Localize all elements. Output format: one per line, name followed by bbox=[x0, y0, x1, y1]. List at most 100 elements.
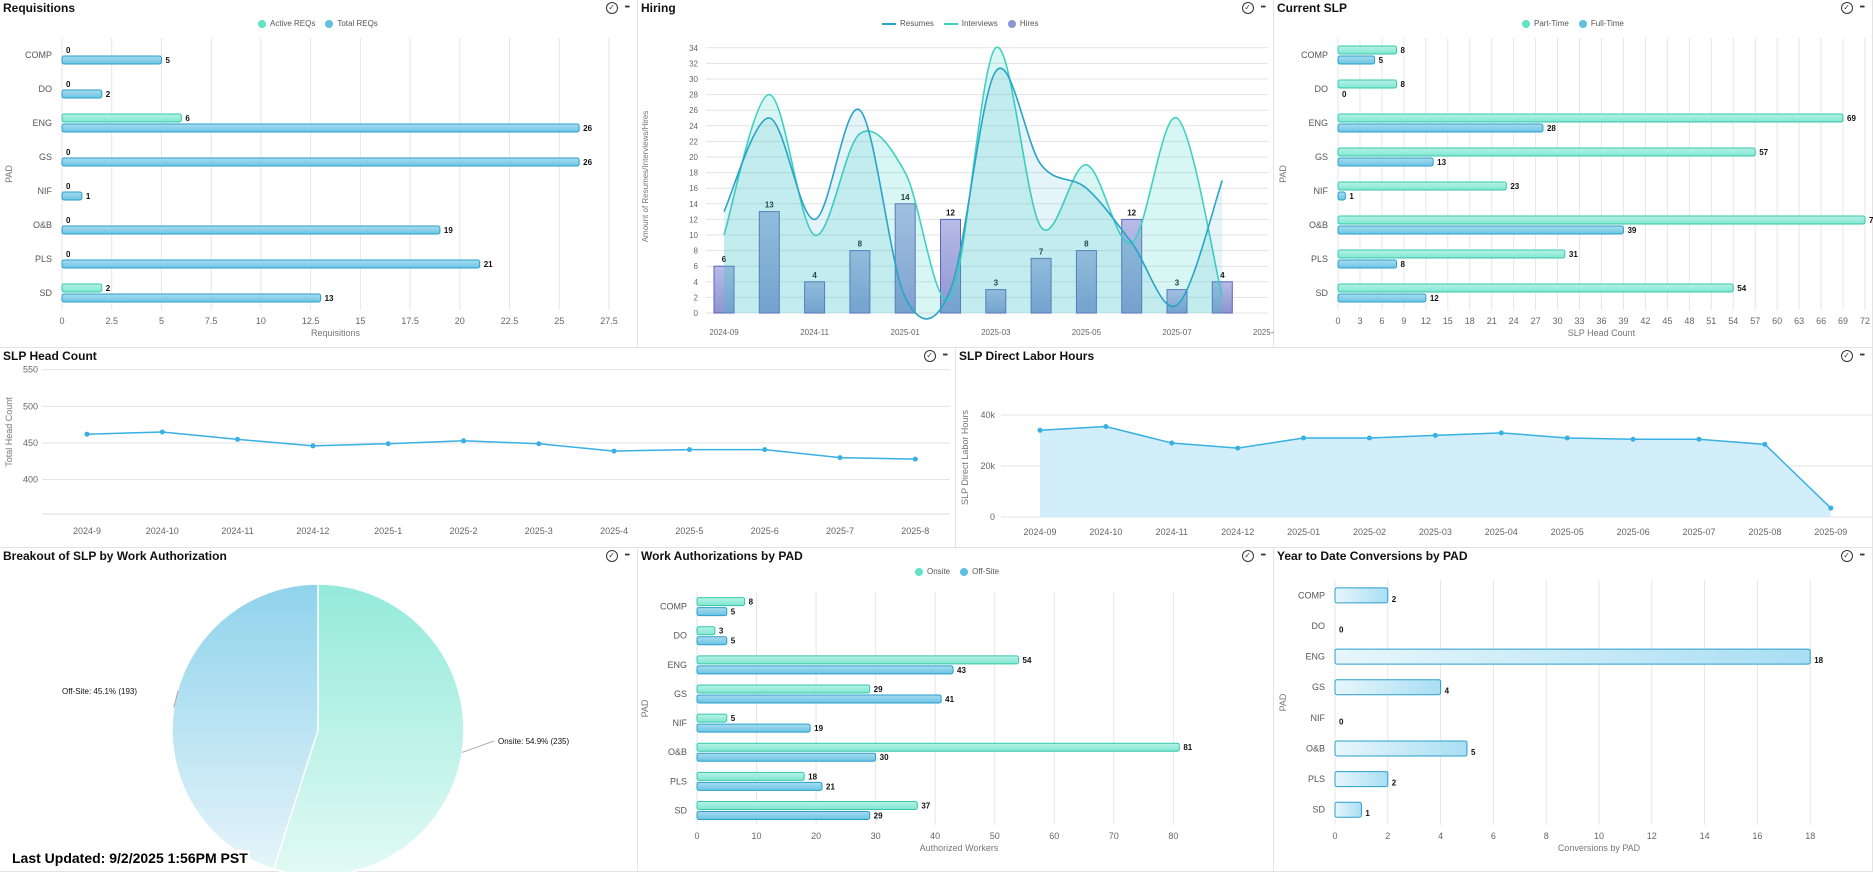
x-tick-label: 2025-2 bbox=[449, 526, 477, 536]
y-tick-label: DO bbox=[39, 84, 53, 94]
x-tick-label: 16 bbox=[1752, 831, 1762, 841]
bar bbox=[61, 191, 83, 201]
legend-item[interactable]: Active REQs bbox=[258, 19, 315, 28]
y-tick-label: 26 bbox=[689, 106, 698, 115]
x-tick-label: 18 bbox=[1805, 831, 1815, 841]
x-tick-label: 0 bbox=[694, 831, 699, 841]
legend-swatch bbox=[943, 22, 958, 25]
y-tick-label: 500 bbox=[23, 401, 38, 411]
x-tick-label: 72 bbox=[1860, 316, 1870, 326]
data-label: 14 bbox=[901, 193, 910, 202]
y-tick-label: 2 bbox=[694, 293, 699, 302]
more-icon[interactable]: ••• bbox=[1859, 352, 1865, 359]
legend-item[interactable]: Onsite bbox=[915, 567, 950, 576]
y-tick-label: 22 bbox=[689, 137, 698, 146]
legend-item[interactable]: Hires bbox=[1007, 19, 1038, 28]
data-point bbox=[1762, 441, 1768, 447]
bar bbox=[696, 781, 823, 791]
more-icon[interactable]: ••• bbox=[1859, 552, 1865, 559]
bar bbox=[61, 283, 103, 293]
panel-hiring: Hiring ✓ ••• Resumes Interviews Hires 0 2 4 6 8 10 1… bbox=[638, 0, 1283, 348]
x-tick-label: 4 bbox=[1438, 831, 1443, 841]
slice-label: Off-Site: 45.1% (193) bbox=[62, 687, 137, 696]
data-label: 0 bbox=[1339, 717, 1344, 726]
x-tick-label: 2024-12 bbox=[1221, 527, 1254, 537]
legend-label: Active REQs bbox=[270, 19, 316, 28]
legend-item[interactable]: Interviews bbox=[943, 19, 998, 28]
check-circle-icon[interactable]: ✓ bbox=[1241, 2, 1254, 14]
check-circle-icon[interactable]: ✓ bbox=[923, 350, 936, 362]
more-icon[interactable]: ••• bbox=[1260, 4, 1266, 11]
data-label: 29 bbox=[874, 811, 883, 820]
legend-swatch bbox=[882, 22, 896, 25]
data-label: 5 bbox=[1471, 748, 1476, 757]
data-point bbox=[1103, 423, 1109, 429]
check-circle-icon[interactable]: ✓ bbox=[1840, 2, 1853, 14]
bar bbox=[696, 626, 716, 636]
bar bbox=[1337, 283, 1734, 293]
data-label: 8 bbox=[1084, 240, 1089, 249]
x-tick-label: 3 bbox=[1357, 316, 1362, 326]
more-icon[interactable]: ••• bbox=[942, 352, 948, 359]
x-tick-label: 66 bbox=[1816, 316, 1826, 326]
check-circle-icon[interactable]: ✓ bbox=[1241, 550, 1254, 562]
more-icon[interactable]: ••• bbox=[624, 552, 630, 559]
x-tick-label: 20 bbox=[811, 831, 821, 841]
panel-tools: ✓ ••• bbox=[923, 349, 948, 363]
chart-legend: Part-Time Full-Time bbox=[1522, 19, 1624, 28]
check-circle-icon[interactable]: ✓ bbox=[1840, 350, 1853, 362]
x-tick-label: 15 bbox=[1443, 316, 1453, 326]
bar bbox=[696, 723, 811, 733]
y-tick-label: COMP bbox=[25, 50, 52, 60]
legend-item[interactable]: Part-Time bbox=[1522, 19, 1569, 28]
x-tick-label: 2024-10 bbox=[1089, 527, 1122, 537]
y-tick-label: NIF bbox=[1314, 186, 1329, 196]
y-tick-label: 0 bbox=[990, 512, 995, 522]
data-label: 21 bbox=[484, 260, 493, 269]
data-label: 3 bbox=[1175, 279, 1180, 288]
check-circle-icon[interactable]: ✓ bbox=[605, 2, 618, 14]
data-label: 6 bbox=[722, 255, 727, 264]
x-tick-label: 51 bbox=[1706, 316, 1716, 326]
x-tick-label: 10 bbox=[752, 831, 762, 841]
legend-item[interactable]: Off-Site bbox=[960, 567, 999, 576]
y-tick-label: SD bbox=[39, 288, 52, 298]
bar bbox=[61, 89, 103, 99]
data-label: 72 bbox=[1869, 216, 1873, 225]
x-tick-label: 2025-05 bbox=[1551, 527, 1584, 537]
legend-label: Onsite bbox=[927, 567, 951, 576]
series-line bbox=[86, 431, 916, 460]
y-tick-label: 34 bbox=[689, 44, 698, 53]
y-tick-label: 12 bbox=[689, 215, 698, 224]
legend-item[interactable]: Full-Time bbox=[1578, 19, 1624, 28]
data-label: 12 bbox=[946, 208, 955, 217]
y-tick-label: COMP bbox=[660, 602, 687, 612]
y-tick-label: 550 bbox=[23, 365, 38, 375]
data-point bbox=[310, 443, 316, 449]
legend-item[interactable]: Total REQs bbox=[325, 19, 378, 28]
x-tick-label: 2024-11 bbox=[800, 328, 829, 337]
y-tick-label: GS bbox=[1312, 682, 1325, 692]
bar bbox=[696, 771, 805, 781]
data-point bbox=[762, 447, 768, 453]
data-point bbox=[1367, 435, 1372, 441]
data-label: 4 bbox=[1220, 271, 1225, 280]
more-icon[interactable]: ••• bbox=[1260, 552, 1266, 559]
data-point bbox=[611, 448, 617, 454]
data-label: 23 bbox=[1510, 182, 1519, 191]
x-tick-label: 2.5 bbox=[105, 316, 118, 326]
check-circle-icon[interactable]: ✓ bbox=[1840, 550, 1853, 562]
more-icon[interactable]: ••• bbox=[624, 4, 630, 11]
bar bbox=[985, 289, 1007, 314]
more-icon[interactable]: ••• bbox=[1859, 4, 1865, 11]
legend-swatch bbox=[1578, 19, 1587, 28]
y-tick-label: GS bbox=[1315, 152, 1328, 162]
data-label: 4 bbox=[1445, 687, 1450, 696]
check-circle-icon[interactable]: ✓ bbox=[605, 550, 618, 562]
data-label: 54 bbox=[1737, 284, 1746, 293]
chart-svg: 400 450 500 550 Total Head Count 2024-9 2024-1… bbox=[4, 365, 950, 536]
series-area bbox=[724, 47, 1223, 313]
legend-item[interactable]: Resumes bbox=[882, 19, 934, 28]
panel-tools: ✓ ••• bbox=[1840, 1, 1865, 15]
